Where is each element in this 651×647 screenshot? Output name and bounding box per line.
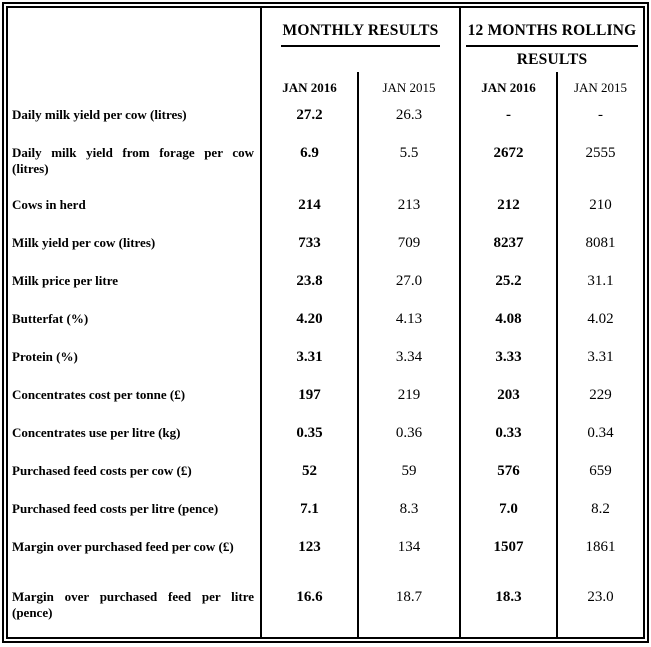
row-label: Protein (%) [8, 347, 262, 385]
header-spacer-cell [8, 8, 262, 72]
monthly-jan2015-value: 219 [359, 385, 461, 423]
monthly-jan2016-value: 197 [262, 385, 359, 423]
monthly-jan2016-value: 123 [262, 537, 359, 575]
row-label: Milk yield per cow (litres) [8, 233, 262, 271]
rolling-jan2015-value: 210 [589, 197, 612, 213]
row-label: Daily milk yield from forage per cow (li… [8, 143, 262, 195]
monthly-jan2016-value: 52 [262, 461, 359, 499]
monthly-jan2016-header: JAN 2016 [262, 72, 359, 105]
table-row: Daily milk yield from forage per cow (li… [8, 143, 643, 195]
table-row: Concentrates cost per tonne (£) 197 219 … [8, 385, 643, 423]
rolling-jan2016-value: 0.33 [461, 423, 558, 461]
monthly-jan2015-value: 0.36 [359, 423, 461, 461]
rolling-jan2015-value: 4.02 [587, 311, 614, 327]
rolling-jan2016-value: 1507 [461, 537, 558, 575]
rolling-jan2016-value: 4.08 [461, 309, 558, 347]
monthly-jan2016-value: 16.6 [262, 575, 359, 637]
monthly-jan2015-value: 18.7 [359, 575, 461, 637]
rolling-jan2015-value: 23.0 [587, 589, 614, 605]
row-label: Margin over purchased feed per litre (pe… [8, 575, 262, 637]
monthly-jan2016-value: 4.20 [262, 309, 359, 347]
monthly-jan2016-value: 733 [262, 233, 359, 271]
row-label: Purchased feed costs per cow (£) [8, 461, 262, 499]
monthly-jan2015-header: JAN 2015 [359, 72, 461, 105]
monthly-jan2016-value: 214 [262, 195, 359, 233]
monthly-jan2016-value: 27.2 [262, 105, 359, 143]
subheader-spacer-cell [8, 72, 262, 105]
rolling-jan2015-value: 2555 [585, 145, 616, 161]
monthly-jan2015-value: 4.13 [359, 309, 461, 347]
rolling-jan2016-value: 203 [461, 385, 558, 423]
table-row: Concentrates use per litre (kg) 0.35 0.3… [8, 423, 643, 461]
rolling-jan2016-value: - [461, 105, 558, 143]
row-label: Concentrates use per litre (kg) [8, 423, 262, 461]
rolling-jan2015-value: 1861 [585, 539, 616, 555]
table-row: Milk price per litre 23.8 27.0 25.2 31.1 [8, 271, 643, 309]
table-row: Purchased feed costs per litre (pence) 7… [8, 499, 643, 537]
monthly-jan2015-value: 213 [359, 195, 461, 233]
monthly-jan2015-value: 8.3 [359, 499, 461, 537]
rolling-jan2016-value: 212 [461, 195, 558, 233]
rolling-jan2015-value: 8081 [585, 235, 616, 251]
rolling-jan2016-header: JAN 2016 [461, 72, 558, 105]
table-row: Cows in herd 214 213 212 210 [8, 195, 643, 233]
table-row: Milk yield per cow (litres) 733 709 8237… [8, 233, 643, 271]
row-label: Butterfat (%) [8, 309, 262, 347]
rolling-jan2015-value: 8.2 [591, 501, 610, 517]
rolling-results-header: 12 MONTHS ROLLING RESULTS [461, 8, 643, 72]
group-header-row: MONTHLY RESULTS 12 MONTHS ROLLING RESULT… [8, 8, 643, 72]
row-label: Margin over purchased feed per cow (£) [8, 537, 262, 575]
table-row: Protein (%) 3.31 3.34 3.33 3.31 [8, 347, 643, 385]
row-label: Cows in herd [8, 195, 262, 233]
monthly-jan2016-value: 0.35 [262, 423, 359, 461]
table-row: Butterfat (%) 4.20 4.13 4.08 4.02 [8, 309, 643, 347]
monthly-jan2016-value: 3.31 [262, 347, 359, 385]
row-label: Concentrates cost per tonne (£) [8, 385, 262, 423]
row-label: Milk price per litre [8, 271, 262, 309]
monthly-jan2015-value: 27.0 [359, 271, 461, 309]
monthly-results-title: MONTHLY RESULTS [262, 18, 459, 47]
rolling-jan2015-value: 0.34 [587, 425, 614, 441]
rolling-jan2016-value: 18.3 [461, 575, 558, 637]
rolling-jan2015-header: JAN 2015 [573, 80, 628, 95]
table-body: Daily milk yield per cow (litres) 27.2 2… [8, 105, 643, 637]
rolling-results-title-line1: 12 MONTHS ROLLING [461, 18, 643, 47]
table-row: Margin over purchased feed per cow (£) 1… [8, 537, 643, 575]
monthly-jan2015-value: 5.5 [359, 143, 461, 195]
monthly-jan2015-value: 134 [359, 537, 461, 575]
monthly-results-header: MONTHLY RESULTS [262, 8, 461, 72]
rolling-jan2015-value: 659 [589, 463, 612, 479]
monthly-jan2015-value: 3.34 [359, 347, 461, 385]
monthly-jan2016-value: 7.1 [262, 499, 359, 537]
monthly-jan2015-value: 59 [359, 461, 461, 499]
table-row: Purchased feed costs per cow (£) 52 59 5… [8, 461, 643, 499]
table-row: Daily milk yield per cow (litres) 27.2 2… [8, 105, 643, 143]
rolling-jan2016-value: 7.0 [461, 499, 558, 537]
subheader-row: JAN 2016 JAN 2015 JAN 2016 JAN 2015 [8, 72, 643, 105]
rolling-jan2016-value: 2672 [461, 143, 558, 195]
monthly-jan2015-value: 26.3 [359, 105, 461, 143]
rolling-results-title-line2: RESULTS [461, 47, 643, 72]
monthly-jan2016-value: 23.8 [262, 271, 359, 309]
row-label: Purchased feed costs per litre (pence) [8, 499, 262, 537]
rolling-jan2016-value: 576 [461, 461, 558, 499]
rolling-jan2015-value: 3.31 [587, 349, 614, 365]
rolling-jan2015-value: 229 [589, 387, 612, 403]
monthly-jan2015-value: 709 [359, 233, 461, 271]
monthly-jan2016-value: 6.9 [262, 143, 359, 195]
rolling-jan2015-value: 31.1 [587, 273, 614, 289]
rolling-jan2016-value: 3.33 [461, 347, 558, 385]
row-label: Daily milk yield per cow (litres) [8, 105, 262, 143]
rolling-jan2016-value: 8237 [461, 233, 558, 271]
rolling-jan2016-value: 25.2 [461, 271, 558, 309]
table-row: Margin over purchased feed per litre (pe… [8, 575, 643, 637]
rolling-jan2015-value: - [598, 107, 603, 123]
